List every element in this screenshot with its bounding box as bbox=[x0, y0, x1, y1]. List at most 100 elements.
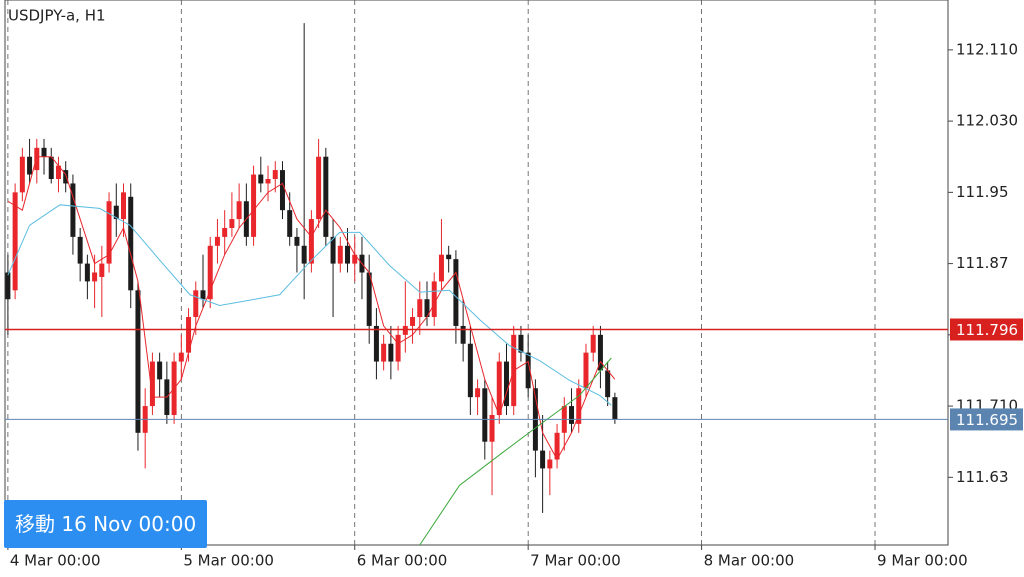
x-tick-label: 5 Mar 00:00 bbox=[183, 552, 274, 570]
candle-body bbox=[99, 263, 105, 277]
labels: 4 Mar 00:00 5 Mar 00:00 6 Mar 00:00 7 Mar 0… bbox=[10, 40, 1023, 570]
candle-body bbox=[583, 352, 589, 389]
candle-body bbox=[92, 272, 98, 282]
x-tick-label: 8 Mar 00:00 bbox=[704, 552, 795, 570]
candle-body bbox=[467, 343, 473, 398]
candle-body bbox=[157, 361, 163, 380]
candle-body bbox=[77, 236, 83, 264]
candle-body bbox=[135, 290, 141, 433]
price-label: 111.695 bbox=[956, 411, 1018, 429]
candle-body bbox=[106, 201, 112, 264]
indicator-line bbox=[7, 156, 616, 461]
price-label-box bbox=[950, 318, 1023, 341]
candle-body bbox=[200, 290, 206, 300]
x-tick-label: 6 Mar 00:00 bbox=[357, 552, 448, 570]
marks bbox=[5, 23, 948, 546]
grid bbox=[7, 0, 953, 550]
candle-body bbox=[569, 406, 575, 424]
candle-body bbox=[121, 192, 127, 220]
plot-frame bbox=[4, 0, 949, 546]
candle-body bbox=[373, 325, 379, 362]
candle-body bbox=[149, 361, 155, 407]
y-tick-label: 111.63 bbox=[956, 468, 1009, 486]
candle-body bbox=[12, 192, 18, 291]
candle-body bbox=[424, 299, 430, 318]
candle-body bbox=[453, 259, 459, 326]
y-tick-label: 112.030 bbox=[956, 112, 1018, 130]
candle-body bbox=[345, 245, 351, 264]
candle-body bbox=[612, 397, 618, 420]
candle-body bbox=[503, 361, 509, 407]
candle-body bbox=[352, 254, 358, 264]
candle-body bbox=[27, 156, 33, 175]
candle-body bbox=[381, 343, 387, 362]
candle-body bbox=[417, 299, 423, 318]
candle-body bbox=[229, 219, 235, 228]
candle-body bbox=[518, 334, 524, 353]
candle-body bbox=[186, 317, 192, 353]
y-tick-label: 111.87 bbox=[956, 254, 1009, 272]
y-tick-label: 111.95 bbox=[956, 183, 1009, 201]
candle-body bbox=[395, 334, 401, 362]
candle-body bbox=[475, 388, 481, 398]
candle-body bbox=[438, 254, 444, 282]
candle-body bbox=[128, 196, 134, 291]
candle-body bbox=[597, 334, 603, 371]
candle-body bbox=[294, 236, 300, 246]
candle-body bbox=[460, 325, 466, 344]
candle-body bbox=[525, 352, 531, 389]
price-label: 111.796 bbox=[956, 321, 1018, 339]
chart-title: USDJPY-a, H1 bbox=[8, 7, 106, 25]
candle-body bbox=[48, 156, 54, 179]
candle-body bbox=[207, 245, 213, 300]
candle-body bbox=[5, 272, 11, 300]
candle-body bbox=[272, 170, 278, 179]
candle-body bbox=[34, 147, 40, 171]
x-tick-label: 7 Mar 00:00 bbox=[530, 552, 621, 570]
candle-body bbox=[540, 450, 546, 469]
candle-body bbox=[590, 334, 596, 353]
candle-body bbox=[388, 343, 394, 362]
candle-body bbox=[19, 156, 25, 193]
candle-body bbox=[265, 178, 271, 184]
candle-body bbox=[55, 165, 61, 179]
candle-body bbox=[214, 236, 220, 246]
candle-body bbox=[308, 219, 314, 264]
candle-body bbox=[446, 254, 452, 260]
candle-body bbox=[496, 361, 502, 415]
candle-body bbox=[554, 432, 560, 460]
candle-body bbox=[251, 174, 257, 237]
candle-body bbox=[337, 245, 343, 264]
candle-body bbox=[431, 281, 437, 318]
indicator-line bbox=[7, 204, 612, 406]
candle-body bbox=[330, 236, 336, 264]
candle-body bbox=[222, 227, 228, 237]
candle-body bbox=[113, 205, 119, 220]
candle-body bbox=[316, 156, 322, 220]
x-tick-label: 9 Mar 00:00 bbox=[877, 552, 968, 570]
indicator-line bbox=[419, 357, 612, 546]
candle-body bbox=[193, 290, 199, 318]
candle-body bbox=[323, 156, 329, 237]
candle-body bbox=[547, 459, 553, 469]
candle-body bbox=[84, 263, 90, 282]
x-tick-label: 4 Mar 00:00 bbox=[10, 552, 101, 570]
candle-body bbox=[287, 210, 293, 237]
candle-body bbox=[605, 370, 611, 398]
candle-body bbox=[489, 414, 495, 442]
candle-body bbox=[63, 170, 69, 184]
candle-body bbox=[236, 201, 242, 220]
candle-body bbox=[576, 388, 582, 424]
price-label-box bbox=[950, 408, 1023, 431]
candle-body bbox=[279, 170, 285, 211]
candle-body bbox=[301, 245, 307, 264]
y-tick-label: 112.110 bbox=[956, 40, 1018, 58]
goto-button[interactable]: 移動 16 Nov 00:00 bbox=[4, 500, 208, 548]
candle-body bbox=[70, 183, 76, 237]
candle-body bbox=[258, 174, 264, 184]
candle-body bbox=[410, 317, 416, 326]
candle-body bbox=[402, 325, 408, 335]
candle-body bbox=[41, 147, 47, 157]
